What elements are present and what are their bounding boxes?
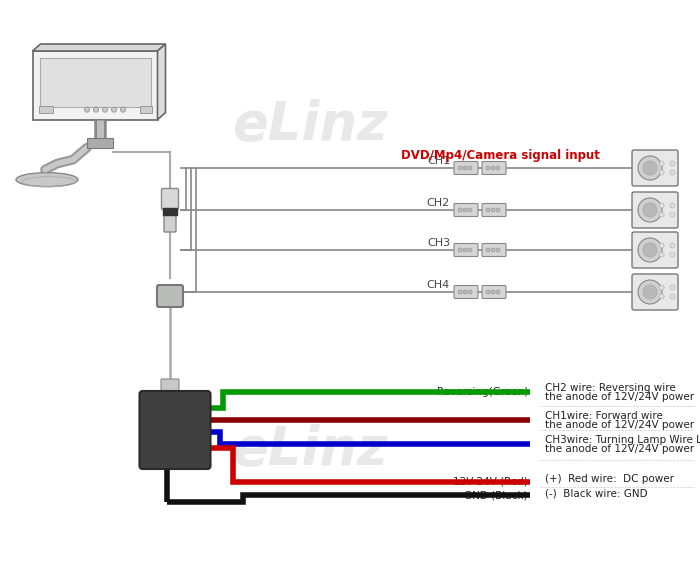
Text: the anode of 12V/24V power: the anode of 12V/24V power (545, 444, 694, 454)
Circle shape (496, 248, 500, 252)
Ellipse shape (16, 173, 78, 186)
Circle shape (670, 285, 675, 290)
Circle shape (659, 243, 664, 248)
Circle shape (659, 170, 664, 175)
Circle shape (638, 156, 662, 180)
Bar (139, 106, 151, 113)
FancyBboxPatch shape (632, 150, 678, 186)
Circle shape (463, 208, 467, 212)
FancyBboxPatch shape (162, 189, 178, 209)
Circle shape (659, 285, 664, 290)
Text: CH3wire: Turning Lamp Wire L: CH3wire: Turning Lamp Wire L (545, 435, 700, 445)
Circle shape (463, 248, 467, 252)
Circle shape (659, 212, 664, 217)
Text: 12V-24V (Red): 12V-24V (Red) (454, 477, 528, 487)
FancyBboxPatch shape (39, 58, 150, 106)
Text: Reversing(Green): Reversing(Green) (437, 387, 528, 397)
Circle shape (643, 285, 657, 299)
Circle shape (85, 107, 90, 112)
Text: CH2: CH2 (427, 198, 450, 208)
FancyBboxPatch shape (632, 192, 678, 228)
Circle shape (496, 166, 500, 170)
Circle shape (670, 212, 675, 217)
Circle shape (458, 248, 462, 252)
Circle shape (670, 294, 675, 299)
FancyBboxPatch shape (454, 161, 478, 174)
FancyBboxPatch shape (157, 285, 183, 307)
Circle shape (468, 248, 472, 252)
Text: eLinz: eLinz (232, 424, 388, 476)
FancyBboxPatch shape (454, 244, 478, 256)
Text: the anode of 12V/24V power: the anode of 12V/24V power (545, 392, 694, 402)
Circle shape (491, 166, 495, 170)
Polygon shape (158, 44, 165, 120)
Circle shape (643, 203, 657, 217)
Circle shape (102, 107, 108, 112)
Text: CH2 wire: Reversing wire: CH2 wire: Reversing wire (545, 383, 676, 393)
Circle shape (670, 161, 675, 166)
Circle shape (486, 290, 490, 294)
Circle shape (458, 208, 462, 212)
Circle shape (638, 280, 662, 304)
Circle shape (111, 107, 116, 112)
FancyBboxPatch shape (164, 214, 176, 232)
FancyBboxPatch shape (482, 244, 506, 256)
Bar (87, 138, 113, 148)
Circle shape (496, 290, 500, 294)
Circle shape (659, 294, 664, 299)
Circle shape (491, 208, 495, 212)
Circle shape (491, 290, 495, 294)
Circle shape (638, 198, 662, 222)
Circle shape (458, 290, 462, 294)
Text: the anode of 12V/24V power: the anode of 12V/24V power (545, 420, 694, 430)
Circle shape (638, 238, 662, 262)
Circle shape (491, 248, 495, 252)
Circle shape (643, 243, 657, 257)
Circle shape (670, 243, 675, 248)
Circle shape (468, 166, 472, 170)
FancyBboxPatch shape (161, 379, 179, 391)
Circle shape (670, 170, 675, 175)
Text: (+)  Red wire:  DC power: (+) Red wire: DC power (545, 474, 674, 484)
Circle shape (468, 208, 472, 212)
Circle shape (463, 290, 467, 294)
Circle shape (643, 161, 657, 175)
Text: DVD/Mp4/Camera signal input: DVD/Mp4/Camera signal input (400, 149, 599, 161)
Text: CH4: CH4 (427, 280, 450, 290)
FancyBboxPatch shape (482, 285, 506, 299)
Bar (38, 106, 52, 113)
Circle shape (458, 166, 462, 170)
Text: eLinz: eLinz (232, 99, 388, 151)
FancyBboxPatch shape (454, 285, 478, 299)
Circle shape (94, 107, 99, 112)
Circle shape (659, 203, 664, 208)
FancyBboxPatch shape (632, 274, 678, 310)
Circle shape (659, 161, 664, 166)
Circle shape (486, 248, 490, 252)
Circle shape (486, 208, 490, 212)
Circle shape (486, 166, 490, 170)
FancyBboxPatch shape (139, 391, 211, 469)
FancyBboxPatch shape (482, 204, 506, 216)
Circle shape (468, 290, 472, 294)
Bar (163, 208, 177, 215)
Circle shape (659, 252, 664, 257)
FancyBboxPatch shape (454, 204, 478, 216)
FancyBboxPatch shape (32, 51, 158, 120)
FancyBboxPatch shape (482, 161, 506, 174)
Text: (-)  Black wire: GND: (-) Black wire: GND (545, 488, 648, 498)
Circle shape (670, 203, 675, 208)
Circle shape (463, 166, 467, 170)
Circle shape (670, 252, 675, 257)
Text: GND (Black): GND (Black) (465, 490, 528, 500)
Text: CH1: CH1 (427, 156, 450, 166)
Text: CH1wire: Forward wire: CH1wire: Forward wire (545, 411, 663, 421)
Text: CH3: CH3 (427, 238, 450, 248)
Circle shape (120, 107, 125, 112)
FancyBboxPatch shape (632, 232, 678, 268)
Polygon shape (32, 44, 165, 51)
Circle shape (496, 208, 500, 212)
